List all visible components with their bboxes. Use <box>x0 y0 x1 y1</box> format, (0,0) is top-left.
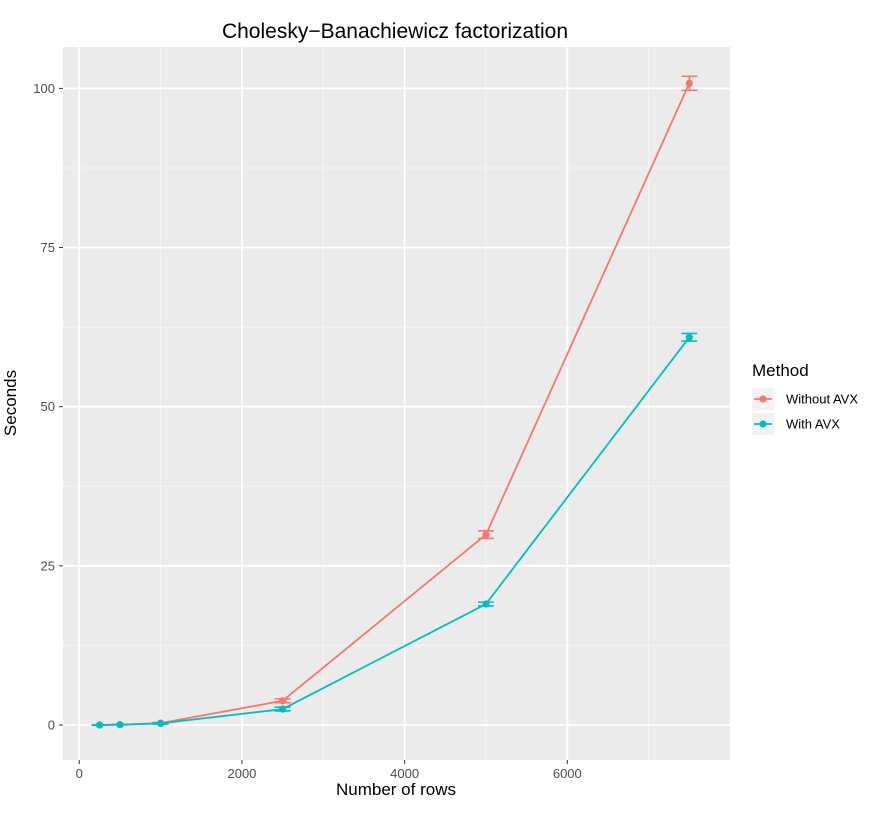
data-point <box>482 531 490 539</box>
data-point <box>157 719 165 727</box>
legend: Method Without AVX With AVX <box>752 361 858 435</box>
data-point <box>116 721 124 729</box>
y-axis-title: Seconds <box>1 370 20 436</box>
legend-title: Method <box>752 361 809 380</box>
legend-key-point <box>759 395 767 403</box>
y-tick-label: 100 <box>33 81 55 96</box>
legend-item: Without AVX <box>752 388 858 410</box>
y-tick-label: 75 <box>41 240 55 255</box>
series-with-avx <box>91 332 698 729</box>
plot-panel <box>63 47 730 760</box>
data-point <box>685 79 693 87</box>
data-point <box>279 705 287 713</box>
x-tick-label: 2000 <box>227 766 256 781</box>
y-tick-label: 25 <box>41 558 55 573</box>
legend-label: Without AVX <box>786 392 858 407</box>
data-point <box>482 600 490 608</box>
legend-key-point <box>759 420 767 428</box>
data-point <box>96 721 104 729</box>
data-series <box>91 75 698 729</box>
legend-label: With AVX <box>786 417 840 432</box>
x-tick-label: 4000 <box>390 766 419 781</box>
legend-item: With AVX <box>752 413 840 435</box>
x-tick-label: 0 <box>76 766 83 781</box>
chart-title: Cholesky−Banachiewicz factorization <box>222 20 568 43</box>
data-point <box>279 697 287 705</box>
y-tick-label: 0 <box>48 717 55 732</box>
legend-items: Without AVX With AVX <box>752 388 858 435</box>
axes: 0 2000 4000 6000 0 25 50 75 100 <box>33 81 581 781</box>
grid-lines <box>63 47 730 760</box>
data-point <box>685 333 693 341</box>
x-axis-title: Number of rows <box>336 780 456 799</box>
x-tick-label: 6000 <box>553 766 582 781</box>
y-tick-label: 50 <box>41 399 55 414</box>
